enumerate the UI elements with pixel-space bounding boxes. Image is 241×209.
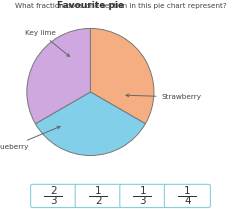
Text: 4: 4 xyxy=(184,196,191,206)
Text: Key lime: Key lime xyxy=(25,30,70,56)
Text: 3: 3 xyxy=(50,196,57,206)
Text: Strawberry: Strawberry xyxy=(126,94,201,100)
Wedge shape xyxy=(35,92,145,155)
Text: 1: 1 xyxy=(95,186,101,196)
Text: 1: 1 xyxy=(140,186,146,196)
Title: Favourite pie: Favourite pie xyxy=(57,1,124,10)
Text: 2: 2 xyxy=(95,196,101,206)
Wedge shape xyxy=(27,28,90,124)
Wedge shape xyxy=(90,28,154,124)
Text: 1: 1 xyxy=(184,186,191,196)
Text: What fraction does one section in this pie chart represent?: What fraction does one section in this p… xyxy=(15,3,226,9)
Text: 2: 2 xyxy=(50,186,57,196)
Text: Blueberry: Blueberry xyxy=(0,126,60,150)
Text: 3: 3 xyxy=(140,196,146,206)
